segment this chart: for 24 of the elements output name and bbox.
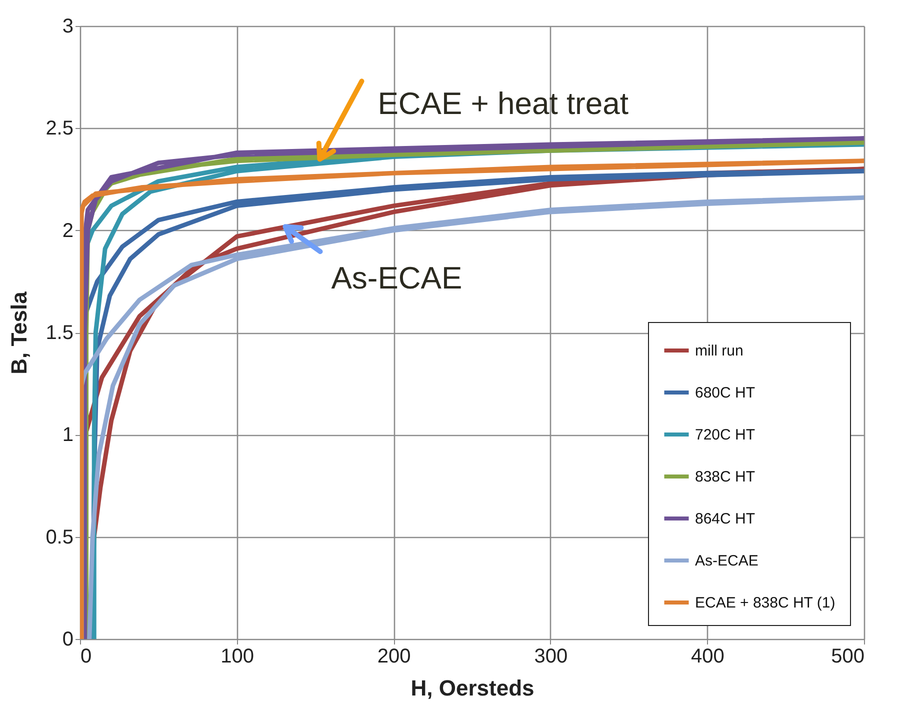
x-axis-title: H, Oersteds — [410, 676, 534, 700]
y-axis-title: B, Tesla — [6, 290, 32, 374]
x-tick-label: 300 — [534, 646, 568, 668]
x-tick-label: 200 — [377, 646, 411, 668]
legend-label: mill run — [695, 342, 744, 360]
legend-label: 838C HT — [695, 468, 756, 486]
legend-label: 720C HT — [695, 426, 756, 444]
y-tick-label: 1 — [62, 424, 74, 446]
x-tick-label: 0 — [80, 646, 92, 668]
x-tick-label: 100 — [220, 646, 254, 668]
x-tick-label: 400 — [691, 646, 724, 668]
legend-label: As-ECAE — [695, 552, 758, 570]
y-tick-label: 2 — [62, 220, 74, 242]
y-tick-label: 3 — [62, 16, 74, 38]
legend-label: 680C HT — [695, 384, 756, 402]
annotation: As-ECAE — [331, 260, 462, 296]
y-tick-label: 1.5 — [46, 322, 74, 344]
y-tick-label: 0 — [62, 628, 74, 650]
y-tick-label: 0.5 — [46, 526, 74, 548]
x-tick-label: 500 — [831, 646, 864, 668]
annotation: ECAE + heat treat — [378, 86, 629, 122]
y-tick-label: 2.5 — [46, 118, 74, 140]
legend-label: 864C HT — [695, 510, 756, 528]
legend-label: ECAE + 838C HT (1) — [695, 594, 836, 612]
